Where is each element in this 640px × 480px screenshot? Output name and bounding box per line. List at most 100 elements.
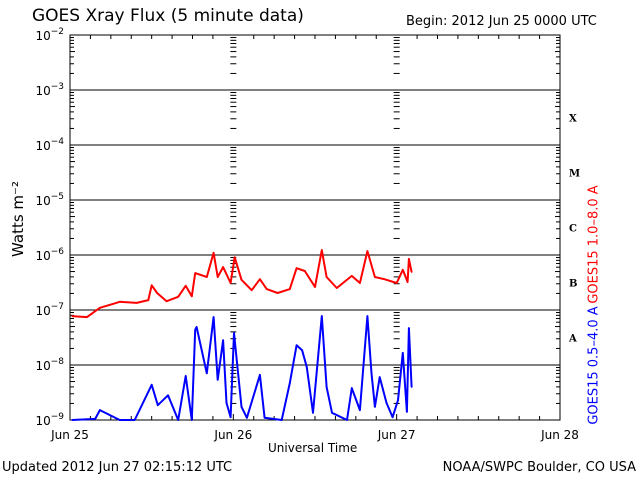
data-point (385, 402, 388, 404)
data-point (177, 296, 180, 298)
data-point (397, 399, 399, 402)
data-point (118, 300, 121, 303)
data-point (216, 379, 219, 381)
y-tick-label: 10−2 (35, 27, 64, 43)
data-point (229, 416, 232, 419)
data-point (383, 278, 386, 281)
credit-text: NOAA/SWPC Boulder, CO USA (442, 460, 636, 475)
y-tick-label: 10−7 (35, 302, 64, 318)
data-point (410, 386, 413, 388)
data-point (335, 287, 338, 289)
data-point (325, 386, 328, 388)
data-point (295, 344, 298, 347)
x-axis-label: Universal Time (268, 441, 358, 455)
data-point (276, 292, 279, 294)
data-point (406, 410, 408, 413)
data-point (350, 387, 353, 389)
data-point (280, 419, 283, 421)
flare-class-label: C (569, 224, 577, 235)
y-tick-label: 10−3 (35, 82, 64, 98)
data-point (233, 256, 236, 259)
data-point (195, 326, 198, 328)
data-point (71, 419, 73, 421)
data-point (378, 376, 381, 378)
x-tick-label: Jun 26 (213, 428, 252, 442)
data-point (350, 275, 353, 277)
series-short-channel (71, 315, 413, 421)
data-point (99, 307, 101, 309)
x-tick-label: Jun 25 (50, 428, 89, 442)
data-point (156, 292, 158, 294)
flare-class-label: A (568, 334, 577, 345)
x-tick-label: Jun 27 (377, 428, 416, 442)
data-point (408, 258, 410, 260)
data-point (222, 339, 224, 342)
data-point (374, 276, 376, 278)
y-tick-label: 10−8 (35, 357, 64, 373)
data-point (401, 352, 404, 354)
data-point (408, 327, 410, 329)
data-point (240, 406, 243, 408)
plot-frame (69, 34, 561, 421)
data-point (184, 285, 187, 287)
data-point (167, 394, 169, 397)
data-point (150, 284, 153, 287)
data-point (165, 300, 168, 303)
x-tick-label: Jun 28 (540, 428, 579, 442)
data-point (205, 276, 208, 278)
data-point (194, 329, 197, 331)
data-point (216, 276, 219, 278)
data-point (133, 419, 136, 421)
data-point (184, 375, 187, 377)
data-point (156, 404, 159, 406)
data-point (359, 282, 361, 284)
data-point (263, 417, 266, 419)
flare-class-label: B (569, 279, 577, 290)
data-point (86, 316, 88, 318)
data-point (325, 276, 328, 278)
data-point (259, 278, 261, 281)
data-point (366, 250, 369, 252)
data-point (147, 299, 150, 301)
data-point (99, 409, 101, 411)
data-point (306, 366, 308, 369)
data-point (191, 419, 193, 421)
data-point (229, 282, 232, 284)
data-point (321, 315, 323, 317)
data-point (401, 269, 404, 271)
data-point (71, 315, 73, 317)
data-point (212, 316, 215, 318)
data-point (112, 303, 114, 305)
y-tick-label: 10−4 (35, 137, 64, 153)
y-tick-label: 10−5 (35, 192, 64, 208)
begin-time: Begin: 2012 Jun 25 0000 UTC (406, 14, 597, 29)
data-point (289, 288, 291, 290)
y-tick-label: 10−9 (35, 412, 64, 428)
data-point (391, 416, 394, 419)
data-point (191, 295, 193, 298)
data-point (222, 266, 224, 268)
data-point (250, 289, 253, 292)
data-point (359, 409, 361, 411)
data-point (118, 419, 121, 421)
data-point (289, 382, 291, 384)
data-point (259, 374, 261, 376)
y-tick-label: 10−6 (35, 247, 64, 263)
data-point (150, 384, 153, 386)
data-point (370, 372, 373, 375)
updated-timestamp: Updated 2012 Jun 27 02:15:12 UTC (2, 460, 233, 475)
chart-title: GOES Xray Flux (5 minute data) (32, 6, 304, 26)
flare-class-label: X (569, 114, 577, 125)
data-point (240, 278, 243, 281)
data-point (212, 252, 215, 254)
series-long-channel (71, 249, 413, 319)
data-point (312, 412, 314, 414)
data-point (265, 288, 268, 290)
data-point (177, 419, 180, 421)
data-point (410, 271, 413, 273)
data-point (301, 349, 303, 351)
data-point (331, 412, 333, 414)
data-point (233, 332, 235, 334)
data-point (406, 281, 409, 283)
